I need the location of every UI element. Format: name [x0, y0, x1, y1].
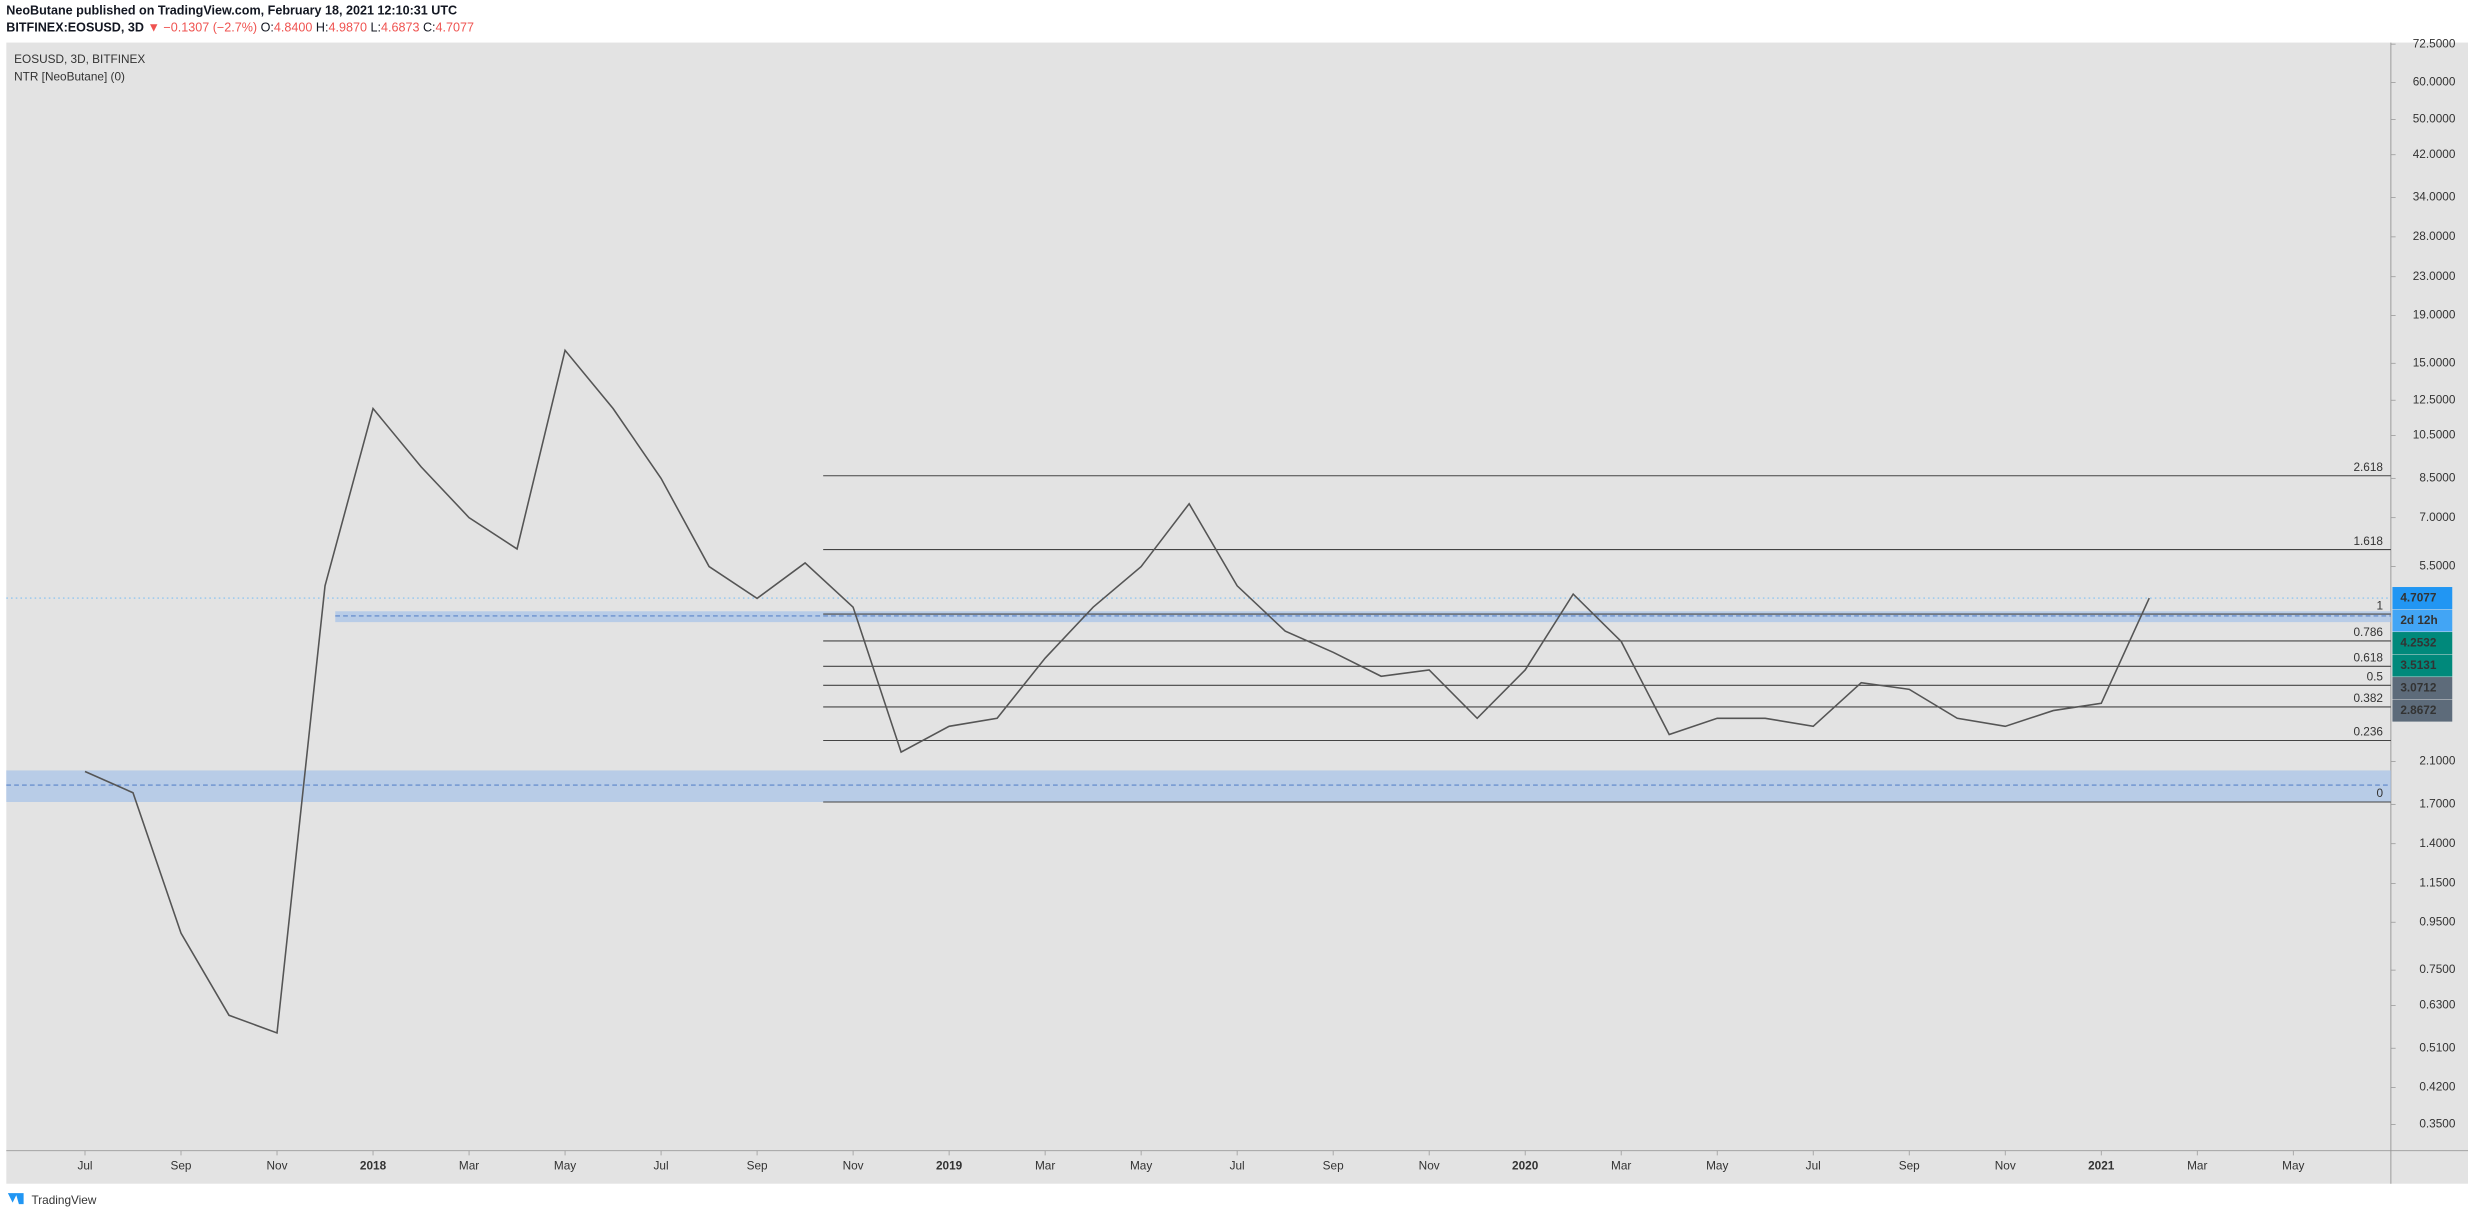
y-tick-label: 1.1500 — [2419, 876, 2456, 890]
price-label: 4.7077 — [2400, 591, 2437, 605]
ohlc-l: 4.6873 — [381, 21, 419, 35]
y-tick-label: 23.0000 — [2413, 269, 2456, 283]
y-tick-label: 0.4200 — [2419, 1080, 2456, 1094]
fib-label: 0.786 — [2353, 625, 2383, 639]
x-tick-label: Sep — [171, 1159, 192, 1173]
y-tick-label: 7.0000 — [2419, 510, 2456, 524]
ohlc-c: 4.7077 — [436, 21, 474, 35]
y-tick-label: 0.9500 — [2419, 914, 2456, 928]
price-label-box — [2392, 587, 2453, 610]
x-tick-label: Jul — [654, 1159, 669, 1173]
y-tick-label: 0.3500 — [2419, 1117, 2456, 1131]
ohlc-o-key: O: — [261, 21, 274, 35]
change: ▼ −0.1307 (−2.7%) — [147, 21, 257, 35]
price-label-box — [2392, 654, 2453, 677]
symbol: BITFINEX:EOSUSD, 3D — [6, 21, 144, 35]
x-tick-label: May — [1706, 1159, 1728, 1173]
x-tick-label: Sep — [747, 1159, 768, 1173]
y-tick-label: 15.0000 — [2413, 355, 2456, 369]
y-tick-label: 34.0000 — [2413, 190, 2456, 204]
fib-label: 1.618 — [2353, 534, 2383, 548]
y-tick-label: 50.0000 — [2413, 112, 2456, 126]
ohlc-l-key: L: — [370, 21, 381, 35]
plot-layer: 72.5000 60.0000 50.0000 42.0000 34.0000 28.00… — [6, 36, 2456, 1173]
y-tick-label: 72.5000 — [2413, 36, 2456, 50]
fib-label: 0.382 — [2353, 691, 2383, 705]
zone — [335, 611, 2391, 623]
x-tick-label: 2019 — [936, 1159, 963, 1173]
x-tick-label: May — [554, 1159, 576, 1173]
x-tick-label: Mar — [1035, 1159, 1055, 1173]
zone — [6, 770, 2391, 802]
x-tick-label: May — [2282, 1159, 2304, 1173]
price-label-box — [2392, 632, 2453, 655]
y-tick-label: 8.5000 — [2419, 470, 2456, 484]
x-tick-label: 2018 — [360, 1159, 387, 1173]
fib-label: 1 — [2376, 598, 2383, 612]
x-tick-label: Sep — [1323, 1159, 1344, 1173]
chart-title: EOSUSD, 3D, BITFINEX — [14, 52, 145, 66]
tv-logo — [7, 1193, 24, 1205]
price-label-box — [2392, 699, 2453, 722]
fib-label: 0.5 — [2367, 670, 2384, 684]
author-line: NeoButane published on TradingView.com, … — [6, 3, 457, 17]
price-label: 3.0712 — [2400, 681, 2437, 695]
x-tick-label: Nov — [843, 1159, 864, 1173]
x-tick-label: Nov — [267, 1159, 288, 1173]
x-tick-label: 2020 — [1512, 1159, 1539, 1173]
y-tick-label: 0.6300 — [2419, 998, 2456, 1012]
symbol-line: BITFINEX:EOSUSD, 3D ▼ −0.1307 (−2.7%) O:… — [6, 21, 474, 35]
y-tick-label: 5.5000 — [2419, 559, 2456, 573]
x-tick-label: Mar — [1611, 1159, 1631, 1173]
y-tick-label: 2.1000 — [2419, 754, 2456, 768]
fib-label: 0.618 — [2353, 651, 2383, 665]
y-tick-label: 19.0000 — [2413, 308, 2456, 322]
y-tick-label: 42.0000 — [2413, 147, 2456, 161]
y-tick-label: 1.4000 — [2419, 836, 2456, 850]
x-tick-label: 2021 — [2088, 1159, 2115, 1173]
x-tick-label: Mar — [2187, 1159, 2207, 1173]
y-tick-label: 12.5000 — [2413, 392, 2456, 406]
ohlc-c-key: C: — [423, 21, 436, 35]
y-tick-label: 0.5100 — [2419, 1040, 2456, 1054]
ohlc-h: 4.9870 — [328, 21, 366, 35]
ohlc-o: 4.8400 — [274, 21, 312, 35]
x-tick-label: Jul — [1230, 1159, 1245, 1173]
price-label: 3.5131 — [2400, 658, 2437, 672]
x-tick-label: Nov — [1419, 1159, 1440, 1173]
y-tick-label: 0.7500 — [2419, 962, 2456, 976]
y-tick-label: 28.0000 — [2413, 229, 2456, 243]
y-tick-label: 60.0000 — [2413, 75, 2456, 89]
fib-label: 0 — [2376, 786, 2383, 800]
y-tick-label: 10.5000 — [2413, 428, 2456, 442]
price-label-box — [2392, 677, 2453, 700]
x-tick-label: Nov — [1995, 1159, 2016, 1173]
price-label: 2.8672 — [2400, 703, 2437, 717]
indicator-name: NTR [NeoButane] (0) — [14, 69, 125, 83]
price-label-box — [2392, 609, 2453, 632]
x-tick-label: Mar — [459, 1159, 479, 1173]
price-label: 2d 12h — [2400, 613, 2437, 627]
price-label: 4.2532 — [2400, 636, 2437, 650]
x-tick-label: Jul — [1806, 1159, 1821, 1173]
fib-label: 2.618 — [2353, 460, 2383, 474]
x-tick-label: Jul — [77, 1159, 92, 1173]
x-tick-label: May — [1130, 1159, 1152, 1173]
price-line — [84, 348, 2150, 1035]
fib-label: 0.236 — [2353, 725, 2383, 739]
footer: TradingView — [31, 1193, 96, 1207]
x-tick-label: Sep — [1899, 1159, 1920, 1173]
ohlc-h-key: H: — [316, 21, 329, 35]
y-tick-label: 1.7000 — [2419, 796, 2456, 810]
